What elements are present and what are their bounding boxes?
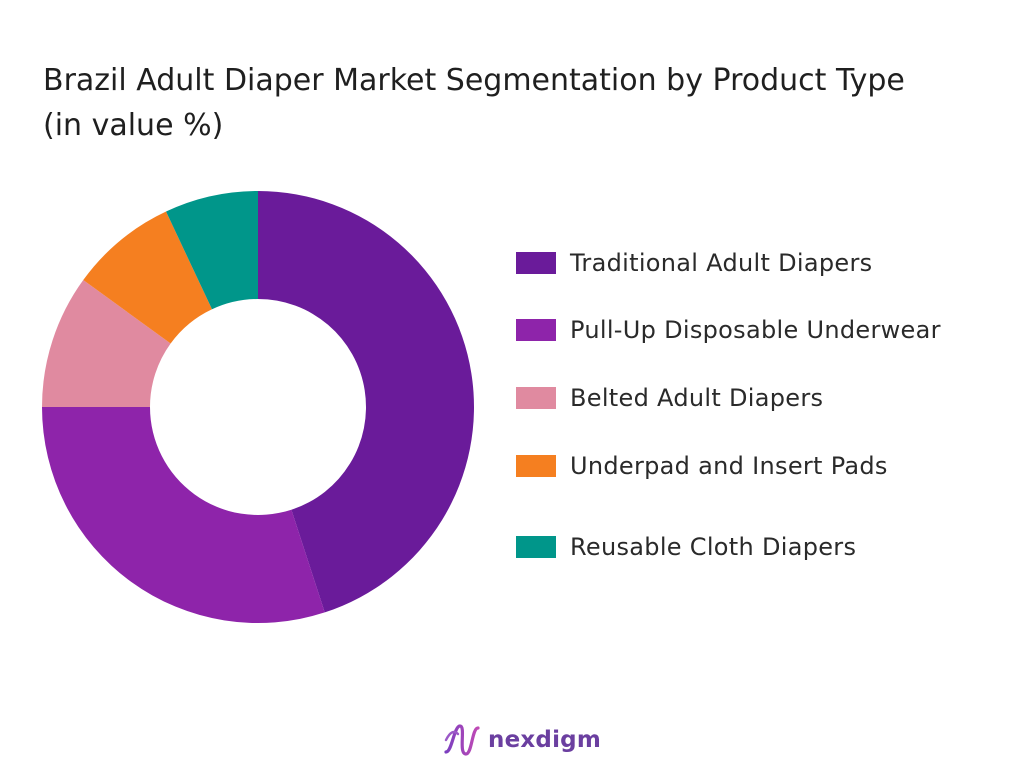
chart-title: Brazil Adult Diaper Market Segmentation … — [43, 63, 905, 143]
donut-slice-traditional-adult-diapers — [258, 191, 475, 613]
legend-swatch — [516, 387, 556, 409]
donut-slice-belted-adult-diapers — [42, 280, 171, 407]
legend-item: Pull-Up Disposable Underwear — [516, 316, 941, 344]
legend-swatch — [516, 252, 556, 274]
nexdigm-logo-text: nexdigm — [488, 727, 601, 753]
legend-item: Underpad and Insert Pads — [516, 452, 888, 480]
donut-slice-underpad-and-insert-pads — [83, 211, 213, 344]
nexdigm-logo: nexdigm — [442, 722, 601, 758]
legend-item: Belted Adult Diapers — [516, 384, 823, 412]
legend-swatch — [516, 536, 556, 558]
legend-item: Reusable Cloth Diapers — [516, 533, 856, 561]
legend-label: Traditional Adult Diapers — [570, 249, 873, 277]
legend-swatch — [516, 455, 556, 477]
donut-slice-pull-up-disposable-underwear — [42, 407, 325, 624]
legend-label: Reusable Cloth Diapers — [570, 533, 857, 561]
nexdigm-logo-icon — [444, 724, 480, 756]
legend-label: Belted Adult Diapers — [570, 384, 824, 412]
legend-item: Traditional Adult Diapers — [516, 249, 872, 277]
legend-label: Underpad and Insert Pads — [570, 452, 888, 480]
donut-slice-reusable-cloth-diapers — [166, 191, 258, 310]
legend-swatch — [516, 319, 556, 341]
legend-label: Pull-Up Disposable Underwear — [570, 316, 941, 344]
